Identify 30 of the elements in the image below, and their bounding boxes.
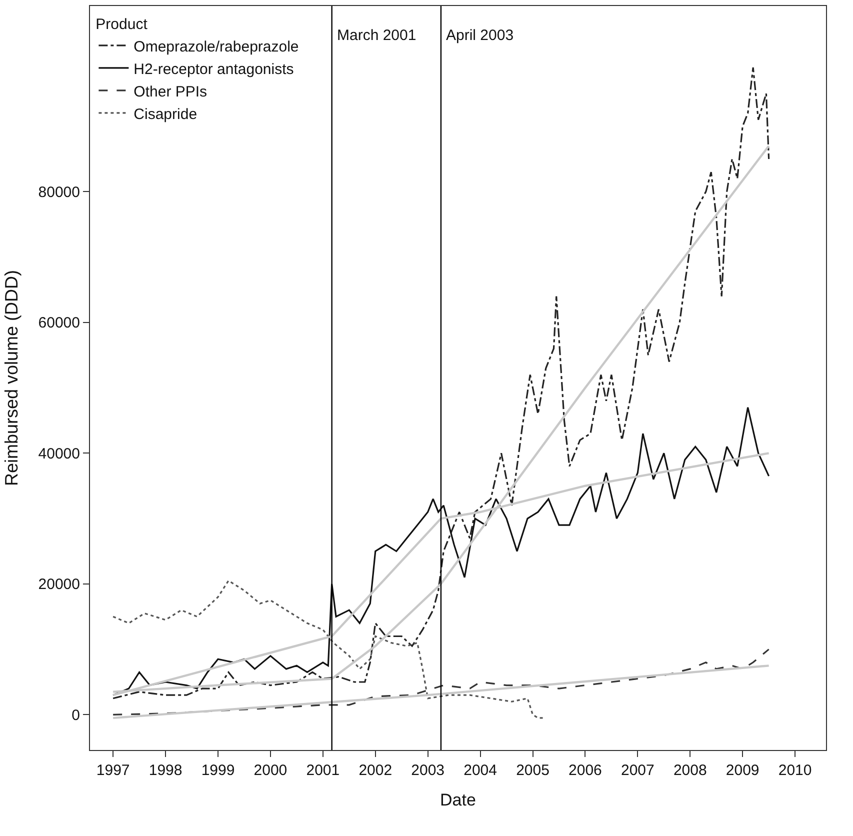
x-tick-label: 2002: [358, 762, 392, 779]
x-axis-title: Date: [440, 790, 476, 810]
legend-label: H2-receptor antagonists: [134, 60, 294, 78]
y-tick-label: 0: [72, 706, 80, 724]
x-tick-label: 2010: [778, 762, 812, 779]
line-series: [112, 580, 544, 719]
x-tick-label: 1999: [201, 762, 235, 779]
x-tick-label: 2009: [726, 762, 760, 779]
y-tick-label: 40000: [38, 445, 80, 462]
x-tick-label: 2007: [620, 762, 654, 779]
legend-label: Other PPIs: [134, 83, 208, 100]
x-tick-label: 2003: [411, 762, 445, 779]
y-tick-label: 80000: [38, 184, 80, 201]
x-tick-label: 2006: [568, 762, 602, 779]
legend-title: Product: [96, 16, 148, 34]
x-tick-label: 2001: [306, 762, 340, 779]
x-tick-label: 2005: [516, 762, 550, 779]
y-tick-label: 20000: [38, 576, 80, 594]
ref-line-label: April 2003: [446, 27, 514, 44]
x-tick-label: 2004: [464, 762, 497, 779]
line-series: [112, 648, 770, 716]
x-tick-label: 1997: [96, 762, 130, 779]
ref-line-label: March 2001: [337, 27, 416, 44]
y-tick-label: 60000: [38, 314, 80, 332]
x-tick-label: 2008: [673, 762, 707, 779]
y-axis-title: Reimbursed volume (DDD): [1, 270, 22, 486]
legend-label: Omeprazole/rabeprazole: [134, 38, 299, 56]
x-tick-label: 2000: [254, 762, 288, 779]
legend-label: Cisapride: [134, 106, 198, 123]
x-tick-label: 1998: [148, 762, 182, 779]
